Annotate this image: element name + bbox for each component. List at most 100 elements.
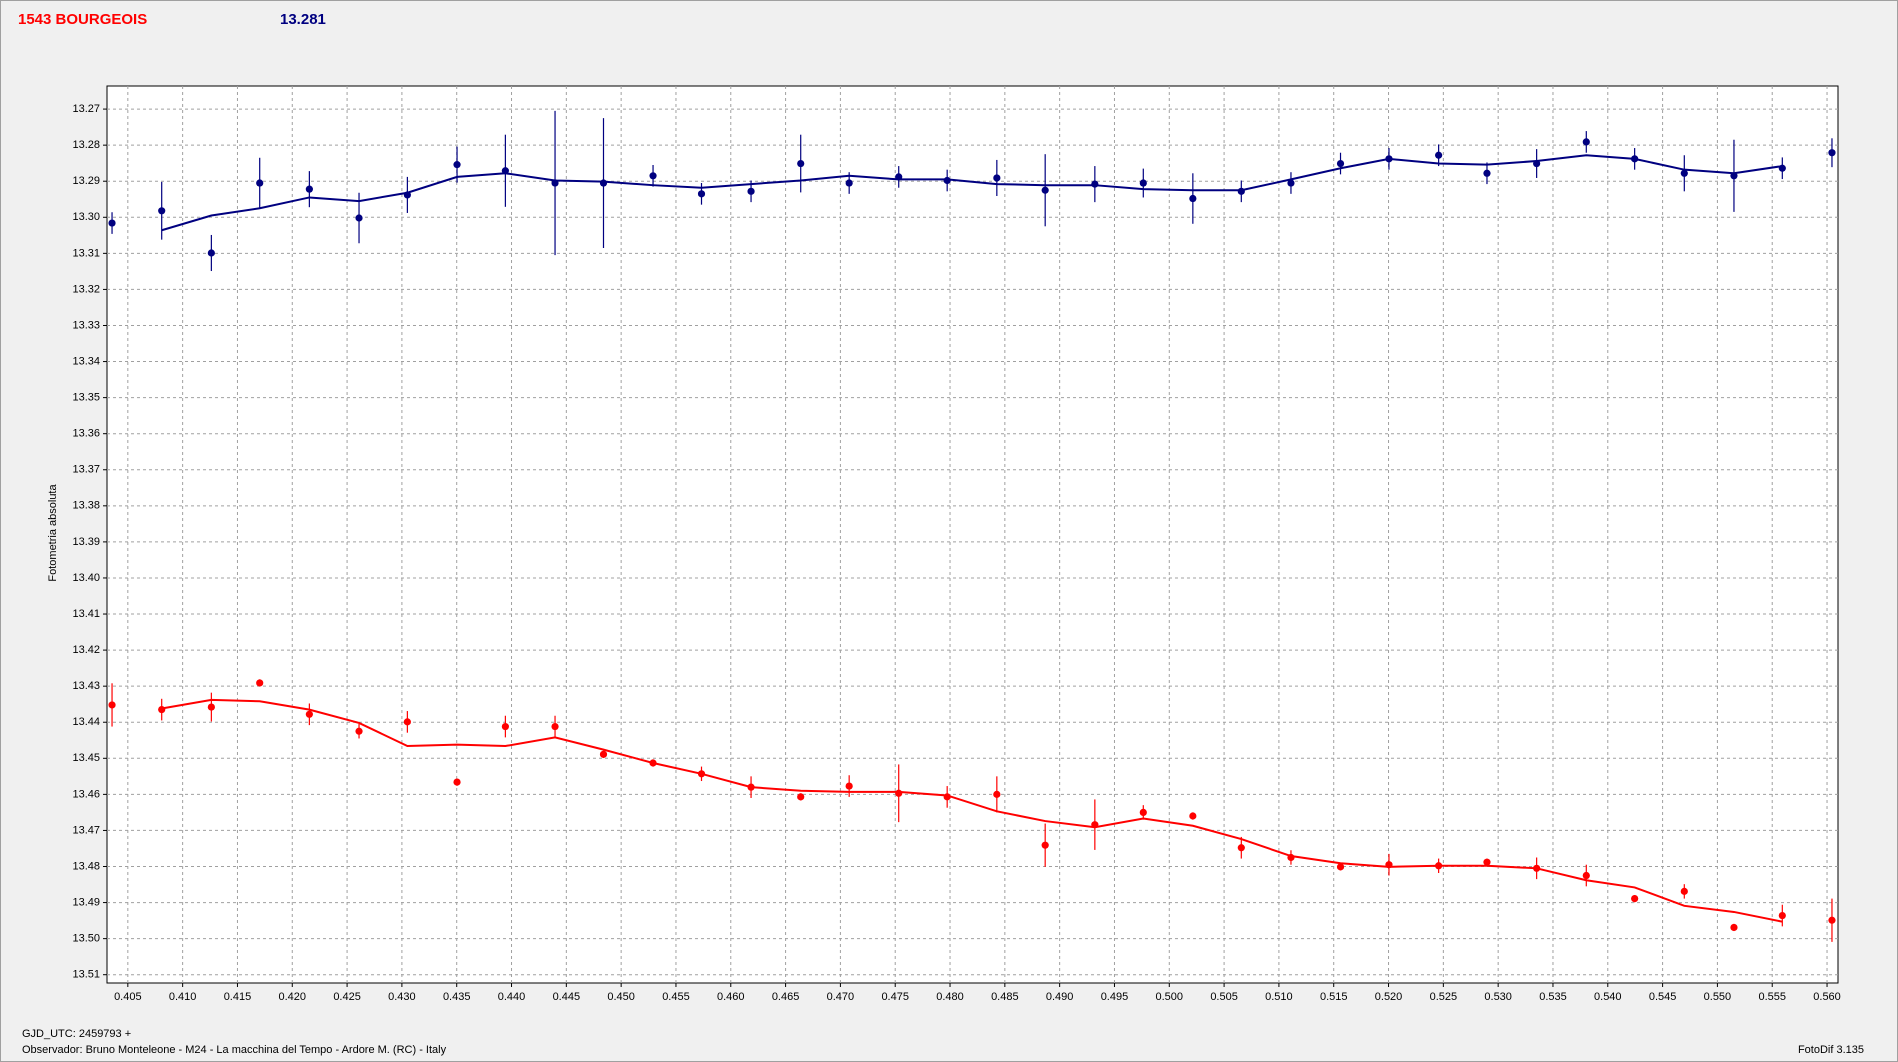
- x-tick-label: 0.450: [607, 991, 635, 1003]
- data-point: [207, 703, 215, 711]
- chart-title: 1543 BOURGEOIS: [18, 11, 147, 28]
- y-tick-label: 13.43: [72, 680, 100, 692]
- y-tick-label: 13.36: [72, 428, 100, 440]
- data-point: [355, 214, 363, 222]
- data-point: [845, 782, 853, 790]
- x-tick-label: 0.485: [991, 991, 1019, 1003]
- x-tick-label: 0.420: [279, 991, 307, 1003]
- data-point: [158, 207, 166, 215]
- x-tick-label: 0.505: [1210, 991, 1238, 1003]
- x-tick-label: 0.475: [881, 991, 909, 1003]
- data-point: [1631, 895, 1639, 903]
- y-tick-label: 13.34: [72, 355, 100, 367]
- y-tick-label: 13.45: [72, 752, 100, 764]
- fit-line: [161, 698, 1783, 923]
- data-point: [453, 778, 461, 786]
- data-point: [501, 722, 509, 731]
- data-point: [1336, 863, 1345, 871]
- data-point: [1680, 169, 1688, 177]
- data-point: [207, 249, 215, 257]
- x-tick-label: 0.535: [1539, 991, 1567, 1003]
- data-point: [993, 174, 1001, 182]
- data-point: [1041, 186, 1049, 194]
- x-tick-label: 0.550: [1704, 991, 1732, 1003]
- x-tick-label: 0.525: [1430, 991, 1458, 1003]
- x-tick-label: 0.515: [1320, 991, 1348, 1003]
- x-tick-label: 0.470: [827, 991, 855, 1003]
- x-tick-label: 0.405: [114, 991, 142, 1003]
- x-tick-label: 0.495: [1101, 991, 1129, 1003]
- data-point: [895, 789, 903, 797]
- data-point: [1189, 194, 1197, 203]
- y-tick-label: 13.30: [72, 211, 100, 223]
- data-point: [108, 701, 116, 709]
- x-tick-label: 0.425: [333, 991, 361, 1003]
- data-point: [1483, 169, 1491, 177]
- x-tick-label: 0.555: [1758, 991, 1786, 1003]
- y-tick-label: 13.47: [72, 824, 100, 836]
- y-tick-label: 13.40: [72, 572, 100, 584]
- data-point: [1828, 916, 1836, 924]
- plot-area: [106, 85, 1839, 984]
- x-tick-label: 0.455: [662, 991, 690, 1003]
- data-point: [1139, 808, 1147, 817]
- y-tick-label: 13.31: [72, 247, 100, 259]
- data-point: [1730, 923, 1738, 932]
- y-tick-label: 13.33: [72, 319, 100, 331]
- chart-subtitle: 13.281: [280, 11, 326, 28]
- y-tick-label: 13.29: [72, 175, 100, 187]
- y-tick-label: 13.42: [72, 644, 100, 656]
- y-tick-label: 13.35: [72, 392, 100, 404]
- x-tick-label: 0.560: [1813, 991, 1841, 1003]
- data-point: [256, 679, 264, 687]
- x-tick-label: 0.490: [1046, 991, 1074, 1003]
- data-point: [599, 750, 608, 758]
- data-point: [1189, 812, 1197, 820]
- x-tick-label: 0.480: [936, 991, 964, 1003]
- fit-line: [161, 154, 1783, 232]
- x-tick-label: 0.445: [553, 991, 581, 1003]
- y-tick-label: 13.50: [72, 933, 100, 945]
- data-point: [797, 793, 805, 801]
- data-point: [845, 179, 853, 187]
- data-point: [355, 727, 363, 735]
- x-tick-label: 0.460: [717, 991, 745, 1003]
- data-point: [1041, 841, 1049, 849]
- data-point: [1582, 871, 1590, 880]
- x-tick-label: 0.415: [224, 991, 252, 1003]
- x-tick-label: 0.530: [1484, 991, 1512, 1003]
- data-point: [1828, 149, 1836, 157]
- y-tick-label: 13.38: [72, 500, 100, 512]
- data-point: [1435, 151, 1443, 159]
- data-point: [403, 718, 411, 726]
- x-tick-label: 0.430: [388, 991, 416, 1003]
- y-tick-label: 13.27: [72, 103, 100, 115]
- data-point: [1483, 858, 1491, 866]
- x-tick-label: 0.510: [1265, 991, 1293, 1003]
- x-tick-label: 0.410: [169, 991, 197, 1003]
- data-point: [747, 187, 755, 195]
- data-point: [1680, 887, 1688, 895]
- x-tick-label: 0.520: [1375, 991, 1403, 1003]
- y-tick-label: 13.51: [72, 969, 100, 981]
- data-point: [697, 190, 706, 198]
- y-tick-label: 13.48: [72, 860, 100, 872]
- footer: Observador: Bruno Monteleone - M24 - La …: [22, 1044, 447, 1056]
- y-tick-label: 13.28: [72, 139, 100, 151]
- y-tick-label: 13.37: [72, 464, 100, 476]
- y-tick-label: 13.44: [72, 716, 100, 728]
- x-tick-label: 0.540: [1594, 991, 1622, 1003]
- data-point: [453, 161, 461, 169]
- y-tick-label: 13.49: [72, 896, 100, 908]
- data-point: [256, 179, 264, 187]
- data-point: [1091, 180, 1099, 188]
- data-point: [108, 219, 116, 227]
- data-point: [1778, 911, 1786, 920]
- y-tick-label: 13.41: [72, 608, 100, 620]
- y-tick-label: 13.32: [72, 283, 100, 295]
- x-tick-label: 0.500: [1156, 991, 1184, 1003]
- data-point: [599, 179, 608, 187]
- data-point: [649, 172, 657, 180]
- software-label: FotoDif 3.135: [1798, 1044, 1864, 1056]
